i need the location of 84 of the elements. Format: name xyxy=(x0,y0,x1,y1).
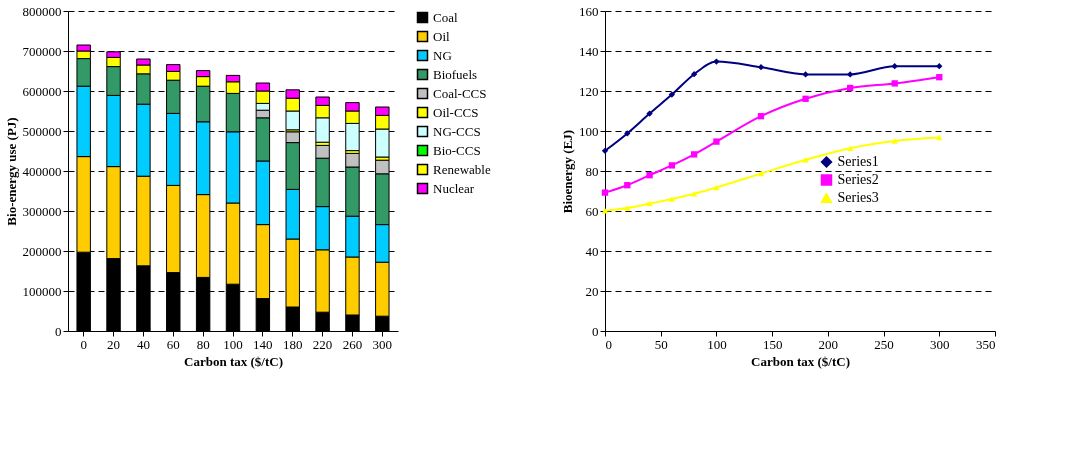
x-tick-label: 200 xyxy=(818,336,839,352)
point xyxy=(713,58,720,65)
point xyxy=(802,71,809,78)
y-tick-label: 0 xyxy=(55,323,62,339)
point xyxy=(646,110,653,117)
x-tick-label: 220 xyxy=(312,336,333,352)
legend-label: Series1 xyxy=(837,154,879,169)
x-axis-title: Carbon tax ($/tC) xyxy=(184,353,283,369)
point xyxy=(601,189,609,196)
y-tick-label: 100 xyxy=(579,123,599,139)
legend-label: Coal-CCS xyxy=(433,85,487,101)
point xyxy=(846,84,854,92)
x-tick-label: 100 xyxy=(223,336,243,352)
x-tick-label: 140 xyxy=(253,336,273,352)
y-tick-label: 60 xyxy=(585,203,599,219)
legend-label: NG-CCS xyxy=(433,123,481,139)
point xyxy=(624,205,631,211)
y-tick-label: 500000 xyxy=(22,123,62,139)
point xyxy=(601,147,609,154)
point xyxy=(690,151,698,158)
legend-label: Renewable xyxy=(433,161,491,177)
x-tick-label: 100 xyxy=(707,336,727,352)
y-tick-label: 400000 xyxy=(22,163,62,179)
x-tick-label: 260 xyxy=(342,336,363,352)
point xyxy=(891,80,898,87)
y-tick-label: 160 xyxy=(579,3,599,19)
x-tick-label: 0 xyxy=(605,336,612,352)
point xyxy=(757,113,765,120)
x-tick-label: 80 xyxy=(196,336,210,352)
y-tick-label: 0 xyxy=(592,323,599,339)
point xyxy=(802,95,809,102)
point xyxy=(668,196,676,202)
legend-label: Coal xyxy=(433,9,458,25)
point xyxy=(646,172,653,179)
y-axis-title: Bioenergy (EJ) xyxy=(560,129,575,214)
legend-label: Bio-CCS xyxy=(433,142,481,158)
point xyxy=(936,74,943,81)
point xyxy=(846,71,854,78)
x-tick-label: 20 xyxy=(107,336,121,352)
y-tick-label: 700000 xyxy=(22,43,62,59)
point xyxy=(891,63,898,70)
point xyxy=(624,182,631,189)
x-tick-label: 350 xyxy=(976,336,996,352)
y-tick-label: 200000 xyxy=(22,243,62,259)
legend-label: Biofuels xyxy=(433,66,478,82)
point xyxy=(757,170,765,177)
y-tick-label: 140 xyxy=(579,43,599,59)
point xyxy=(846,145,854,151)
point xyxy=(668,91,676,98)
point xyxy=(690,191,698,197)
point xyxy=(936,63,943,70)
legend-label: Oil xyxy=(433,28,450,44)
point xyxy=(690,71,698,78)
legend-label: Oil-CCS xyxy=(433,104,479,120)
x-tick-label: 60 xyxy=(166,336,180,352)
y-tick-label: 600000 xyxy=(22,83,62,99)
y-tick-label: 120 xyxy=(579,83,599,99)
legend-label: NG xyxy=(433,47,452,63)
point xyxy=(713,184,720,191)
point xyxy=(802,157,809,163)
x-tick-label: 40 xyxy=(136,336,150,352)
y-tick-label: 300000 xyxy=(22,203,62,219)
legend-label: Nuclear xyxy=(433,180,475,196)
y-tick-label: 100000 xyxy=(22,283,62,299)
y-tick-label: 80 xyxy=(585,163,599,179)
x-tick-label: 300 xyxy=(372,336,393,352)
point xyxy=(668,162,676,169)
y-tick-label: 800000 xyxy=(22,3,62,19)
y-axis-title: Bio-energy use (PJ) xyxy=(3,117,19,226)
y-tick-label: 40 xyxy=(585,243,599,259)
x-tick-label: 250 xyxy=(874,336,894,352)
x-axis-title: Carbon tax ($/tC) xyxy=(751,353,850,369)
x-tick-label: 50 xyxy=(654,336,668,352)
legend-label: Series2 xyxy=(837,172,879,187)
point xyxy=(891,138,898,144)
point xyxy=(757,64,765,71)
x-tick-label: 180 xyxy=(282,336,303,352)
legend-label: Series3 xyxy=(837,190,879,205)
x-tick-label: 150 xyxy=(762,336,783,352)
y-tick-label: 20 xyxy=(585,283,599,299)
x-tick-label: 0 xyxy=(80,336,87,352)
point xyxy=(713,138,720,145)
point xyxy=(624,130,631,137)
x-tick-label: 300 xyxy=(930,336,950,352)
